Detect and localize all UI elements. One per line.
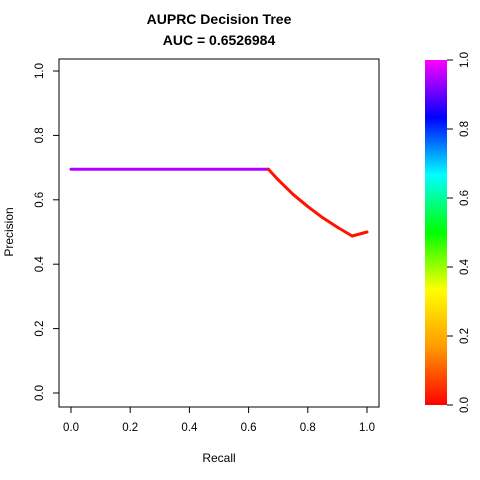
plot-frame (58, 58, 380, 408)
colorbar-tick-label: 1.0 (459, 52, 471, 68)
y-tick-label: 0.6 (34, 192, 46, 208)
pr-curve-segment (350, 230, 369, 238)
plot-area: 0.0 0.2 0.4 0.6 0.8 1.0 0.0 0.2 0.4 0.6 0.8 1.0 (34, 58, 380, 434)
colorbar-gradient (425, 60, 447, 405)
x-tick-label: 1.0 (359, 422, 375, 434)
pr-curve-segment (266, 167, 280, 182)
chart-title: AUPRC Decision Tree (147, 11, 292, 27)
y-tick-label: 0.4 (34, 256, 46, 273)
colorbar: 0.0 0.2 0.4 0.6 0.8 1.0 (425, 52, 471, 413)
colorbar-tick-label: 0.2 (459, 328, 471, 344)
pr-curve-segment (335, 225, 354, 238)
x-axis-label: Recall (202, 451, 235, 465)
y-tick-label: 1.0 (34, 63, 46, 79)
pr-curve-segment (291, 192, 310, 209)
colorbar-tick-label: 0.4 (459, 258, 471, 275)
colorbar-tick-label: 0.8 (459, 121, 471, 137)
x-tick-label: 0.6 (241, 422, 257, 434)
x-tick-label: 0.4 (181, 422, 198, 434)
colorbar-tick-label: 0.0 (459, 397, 471, 413)
pr-curve-segment (306, 205, 325, 220)
y-axis-label: Precision (2, 207, 16, 256)
y-tick-label: 0.2 (34, 321, 46, 337)
y-tick-label: 0.8 (34, 127, 46, 143)
x-tick-label: 0.8 (300, 422, 316, 434)
y-tick-label: 0.0 (34, 385, 46, 401)
x-tick-label: 0.0 (63, 422, 79, 434)
chart-subtitle: AUC = 0.6526984 (163, 32, 276, 48)
x-tick-label: 0.2 (122, 422, 138, 434)
colorbar-tick-label: 0.6 (459, 190, 471, 206)
pr-curve-segment (276, 178, 295, 196)
pr-curve-segment (321, 216, 339, 229)
